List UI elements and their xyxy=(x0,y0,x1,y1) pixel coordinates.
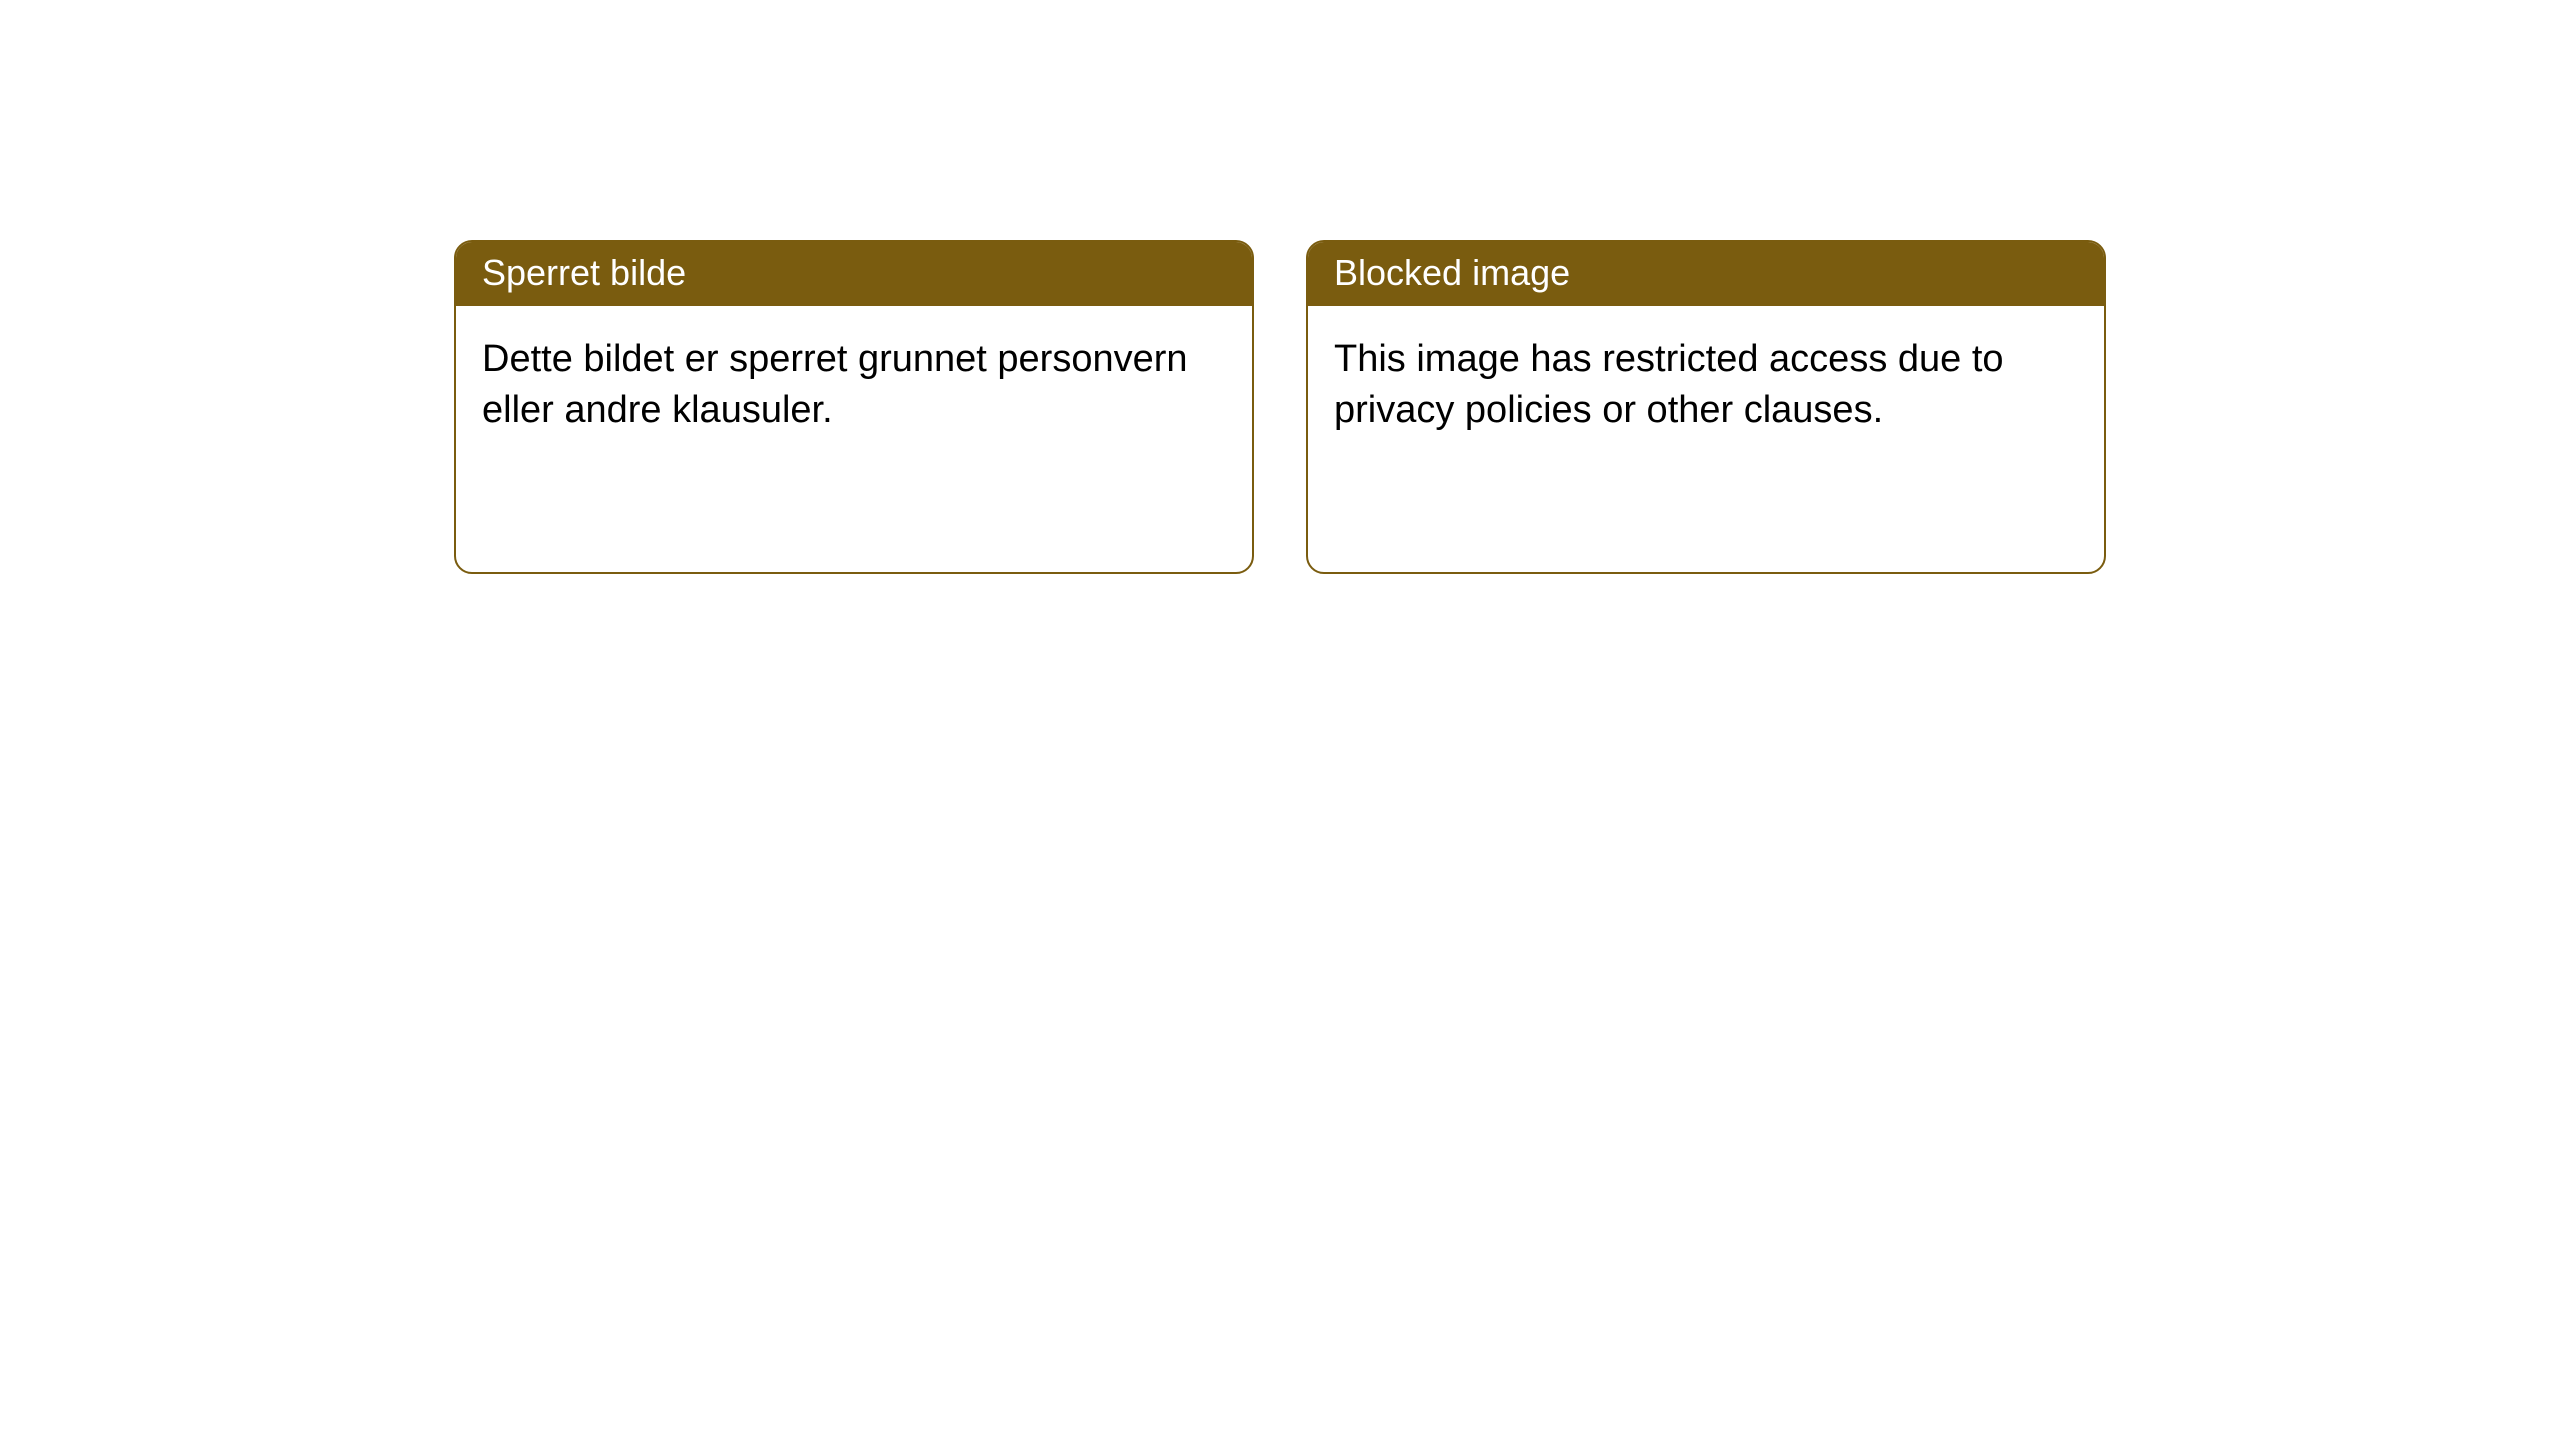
card-norwegian: Sperret bilde Dette bildet er sperret gr… xyxy=(454,240,1254,574)
cards-container: Sperret bilde Dette bildet er sperret gr… xyxy=(454,240,2106,1440)
card-body: Dette bildet er sperret grunnet personve… xyxy=(456,306,1252,465)
card-body: This image has restricted access due to … xyxy=(1308,306,2104,465)
card-header: Sperret bilde xyxy=(456,242,1252,306)
card-english: Blocked image This image has restricted … xyxy=(1306,240,2106,574)
card-header: Blocked image xyxy=(1308,242,2104,306)
